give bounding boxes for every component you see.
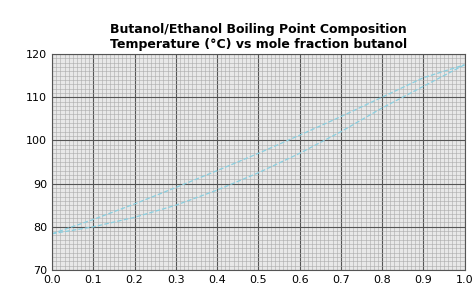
Title: Butanol/Ethanol Boiling Point Composition
Temperature (°C) vs mole fraction buta: Butanol/Ethanol Boiling Point Compositio… bbox=[110, 23, 407, 51]
